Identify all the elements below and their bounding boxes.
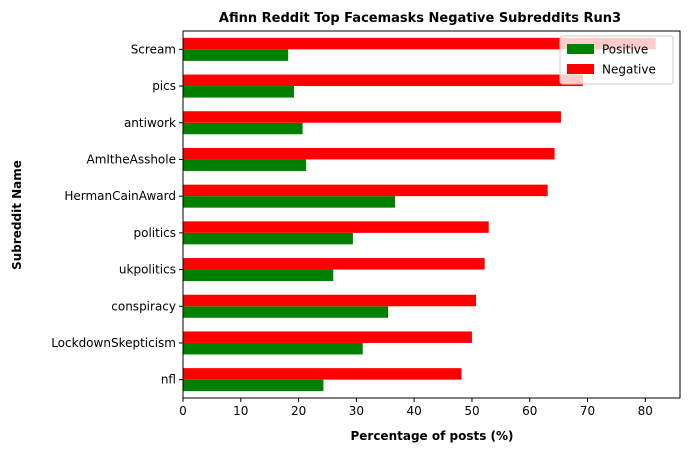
chart-title: Afinn Reddit Top Facemasks Negative Subr… [219,11,621,26]
bar-positive-9 [183,379,324,392]
x-tick-label-8: 80 [638,404,653,418]
bar-negative-1 [183,74,583,87]
y-tick-label-9: nfl [161,373,176,387]
x-tick-label-4: 40 [407,404,422,418]
legend-swatch-positive [567,44,594,54]
x-tick-label-5: 50 [464,404,479,418]
x-tick-label-1: 10 [233,404,248,418]
bar-negative-2 [183,111,561,123]
y-tick-label-6: ukpolitics [119,263,176,277]
y-tick-label-4: HermanCainAward [64,189,176,203]
bar-negative-8 [183,331,472,343]
bar-positive-0 [183,49,289,61]
bar-negative-9 [183,368,462,380]
x-axis-label: Percentage of posts (%) [350,429,513,443]
bar-negative-4 [183,184,548,197]
bar-positive-8 [183,342,363,355]
bar-positive-6 [183,269,334,282]
x-tick-label-6: 60 [522,404,537,418]
y-tick-label-0: Scream [131,42,176,56]
y-tick-label-1: pics [152,79,176,93]
bar-positive-7 [183,306,389,318]
bar-positive-2 [183,122,303,135]
bar-negative-5 [183,221,489,233]
axes-frame [182,30,681,399]
bar-negative-7 [183,294,476,307]
x-tick-label-0: 0 [179,404,187,418]
y-tick-label-3: AmItheAsshole [86,152,176,166]
y-tick-label-7: conspiracy [111,299,176,313]
x-tick-label-7: 70 [580,404,595,418]
legend-label-negative: Negative [602,63,656,77]
bar-positive-1 [183,86,294,98]
plot-area: Scream pics antiwork AmItheAsshole HermanCai… [51,30,681,418]
y-tick-label-5: politics [133,226,176,240]
y-tick-label-2: antiwork [124,116,176,130]
y-axis-label: Subreddit Name [10,160,24,270]
y-tick-label-8: LockdownSkepticism [51,336,176,350]
legend-swatch-negative [567,64,594,74]
bar-negative-6 [183,258,485,270]
bar-negative-3 [183,147,555,160]
bar-positive-5 [183,232,353,245]
bar-negative-0 [183,37,656,50]
legend-label-positive: Positive [602,43,648,57]
bar-positive-4 [183,196,396,208]
bar-positive-3 [183,159,307,171]
x-tick-label-3: 30 [349,404,364,418]
x-tick-label-2: 20 [291,404,306,418]
